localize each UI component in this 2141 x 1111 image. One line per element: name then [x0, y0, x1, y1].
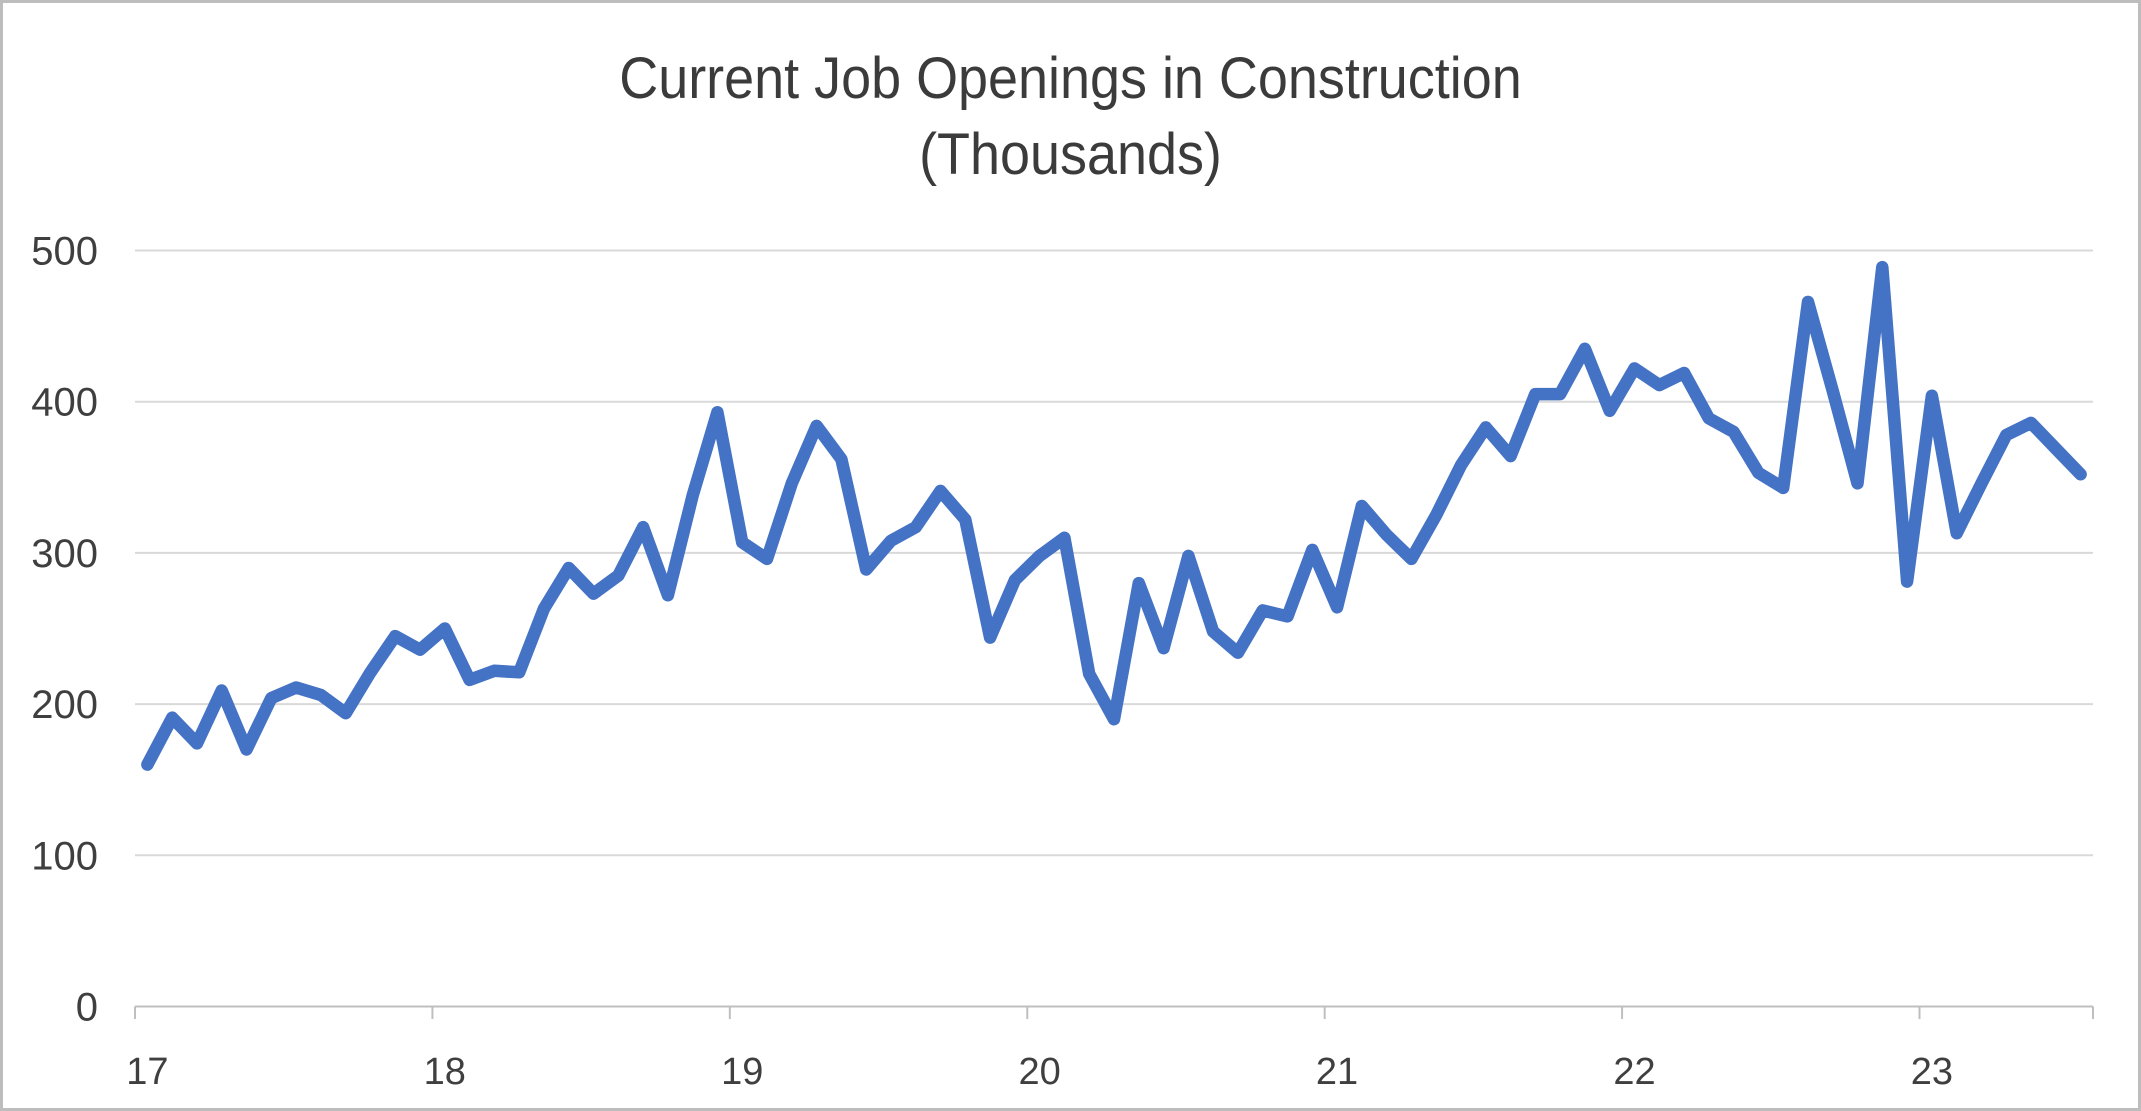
line-chart-canvas: 0 100 200 300 400 500 17 18 19 20 21 22 23: [31, 230, 2094, 1093]
y-axis-label-500: 500: [31, 230, 98, 274]
y-axis-label-400: 400: [31, 381, 98, 425]
x-axis-label-23: 23: [1911, 1051, 1953, 1093]
x-axis: [134, 1005, 2094, 1019]
x-axis-label-18: 18: [424, 1051, 466, 1093]
x-axis-labels: 17 18 19 20 21 22 23: [126, 1051, 1953, 1093]
x-axis-label-20: 20: [1019, 1051, 1061, 1093]
series-line: [141, 260, 2087, 771]
y-gridlines: [135, 249, 2093, 857]
y-axis-label-100: 100: [31, 834, 98, 878]
x-axis-label-17: 17: [126, 1051, 168, 1093]
y-axis-label-300: 300: [31, 532, 98, 576]
y-axis-label-0: 0: [76, 986, 98, 1030]
x-axis-label-21: 21: [1316, 1051, 1358, 1093]
y-axis-label-200: 200: [31, 683, 98, 727]
x-axis-label-19: 19: [721, 1051, 763, 1093]
y-axis-labels: 0 100 200 300 400 500: [31, 230, 98, 1030]
x-axis-label-22: 22: [1613, 1051, 1655, 1093]
